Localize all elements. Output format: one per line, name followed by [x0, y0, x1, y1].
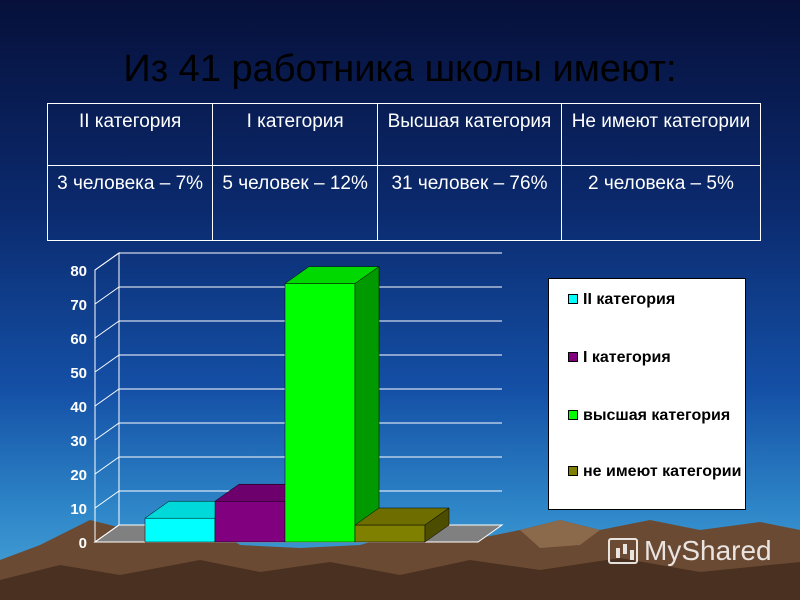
legend-item: II категория: [568, 289, 743, 310]
gridline-side: [94, 286, 120, 305]
legend-swatch: [568, 352, 578, 362]
watermark-text: MyShared: [644, 535, 772, 566]
table-cell: 5 человек – 12%: [212, 165, 379, 241]
table-header-row: II категория I категория Высшая категори…: [46, 103, 762, 166]
y-tick-label: 40: [70, 399, 87, 416]
gridline-side: [94, 422, 120, 441]
chart-legend: II категория I категория высшая категори…: [548, 278, 746, 510]
table-header-cell: Не имеют категории: [560, 103, 762, 166]
y-tick-label: 50: [70, 365, 87, 382]
legend-swatch: [568, 466, 578, 476]
bar-side: [354, 266, 380, 543]
legend-label: I категория: [583, 349, 671, 366]
gridline-side: [94, 456, 120, 475]
table-header-cell: II категория: [46, 103, 214, 166]
bar: [284, 283, 356, 543]
legend-swatch: [568, 410, 578, 420]
legend-item: не имеют категории: [568, 461, 743, 482]
y-tick-label: 70: [70, 297, 87, 314]
bar: [214, 500, 286, 543]
info-table: II категория I категория Высшая категори…: [46, 103, 762, 241]
gridline-side: [94, 252, 120, 271]
y-tick-label: 0: [79, 535, 87, 552]
legend-label: не имеют категории: [583, 463, 742, 480]
y-tick-label: 80: [70, 263, 87, 280]
legend-item: высшая категория: [568, 405, 743, 426]
y-tick-label: 20: [70, 467, 87, 484]
bar: [354, 524, 426, 543]
gridline-side: [94, 524, 120, 543]
legend-label: II категория: [583, 291, 676, 308]
gridline-side: [94, 490, 120, 509]
y-tick-label: 30: [70, 433, 87, 450]
slide-title: Из 41 работника школы имеют:: [123, 48, 677, 90]
legend-label: высшая категория: [583, 407, 731, 424]
table-cell: 31 человек – 76%: [377, 165, 562, 241]
gridline-side: [94, 354, 120, 373]
legend-item: I категория: [568, 347, 743, 368]
bar: [144, 517, 216, 543]
table-row: 3 человека – 7% 5 человек – 12% 31 челов…: [46, 165, 762, 241]
table-cell: 2 человека – 5%: [560, 165, 762, 241]
y-tick-label: 60: [70, 331, 87, 348]
legend-swatch: [568, 294, 578, 304]
table-cell: 3 человека – 7%: [46, 165, 214, 241]
table-header-cell: Высшая категория: [377, 103, 562, 166]
bar-side: [424, 507, 450, 543]
watermark: MyShared: [608, 535, 772, 567]
presentation-icon: [608, 538, 638, 564]
y-tick-label: 10: [70, 501, 87, 518]
gridline-side: [94, 320, 120, 339]
gridline-side: [94, 388, 120, 407]
